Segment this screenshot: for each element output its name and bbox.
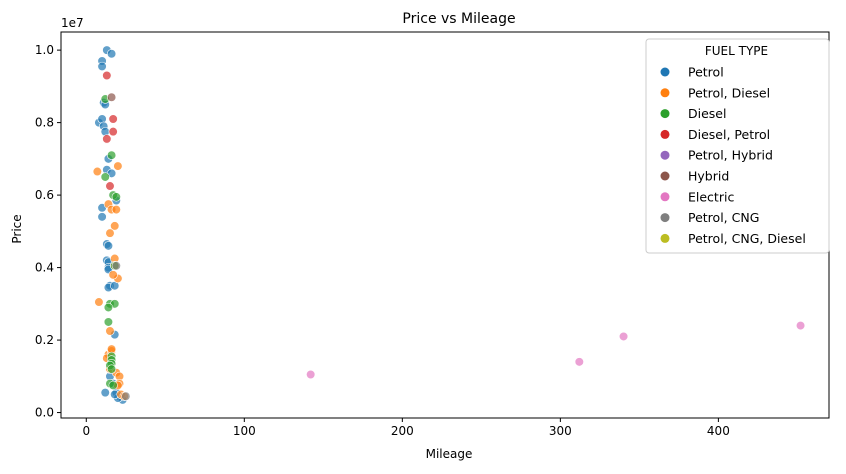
- data-point: [108, 127, 118, 137]
- legend-marker: [660, 67, 670, 77]
- data-point: [795, 320, 806, 331]
- data-point: [102, 70, 112, 81]
- points-group: [92, 45, 806, 405]
- data-point: [94, 297, 104, 307]
- data-point: [111, 192, 121, 202]
- data-point: [111, 261, 121, 271]
- y-axis-label: Price: [10, 214, 24, 243]
- legend-entry: Hybrid: [688, 169, 729, 184]
- data-point: [97, 61, 107, 72]
- x-tick-label: 400: [707, 424, 730, 438]
- data-point: [92, 166, 102, 177]
- data-point: [102, 134, 112, 144]
- data-point: [113, 161, 123, 171]
- data-point: [97, 212, 107, 222]
- legend-entry: Electric: [688, 189, 734, 204]
- legend: FUEL TYPE Petrol Petrol, Diesel Diesel Diese…: [645, 38, 830, 254]
- x-tick-label: 0: [82, 424, 90, 438]
- chart-title: Price vs Mileage: [402, 11, 515, 27]
- data-point: [105, 228, 115, 238]
- legend-marker: [660, 233, 670, 243]
- data-point: [106, 92, 117, 102]
- legend-marker: [660, 171, 670, 181]
- x-axis-label: Mileage: [426, 447, 473, 461]
- y-axis-offset-label: 1e7: [61, 16, 84, 30]
- legend-marker: [660, 213, 670, 223]
- data-point: [618, 331, 629, 342]
- y-tick-label: 0.0: [35, 406, 54, 420]
- y-tick-label: 1.0: [35, 43, 54, 57]
- legend-entry: Petrol, Hybrid: [688, 148, 773, 163]
- y-tick-label: 0.4: [35, 261, 54, 275]
- x-tick-label: 100: [233, 424, 256, 438]
- data-point: [108, 270, 118, 280]
- plot-area: 0 100 200 300 400 0.0 0.2 0.4 0.6 0.8 1.0: [35, 31, 830, 438]
- data-point: [106, 150, 117, 160]
- y-tick-label: 0.2: [35, 333, 54, 347]
- legend-entry: Diesel, Petrol: [688, 127, 770, 142]
- legend-entry: Diesel: [688, 106, 726, 121]
- data-point: [110, 221, 120, 231]
- legend-marker: [660, 88, 670, 98]
- data-point: [111, 205, 121, 215]
- legend-marker: [660, 192, 670, 202]
- data-point: [306, 369, 316, 380]
- y-tick-label: 0.6: [35, 188, 54, 202]
- legend-entry: Petrol, CNG, Diesel: [688, 231, 806, 246]
- legend-entry: Petrol: [688, 65, 724, 80]
- data-point: [100, 172, 110, 182]
- data-point: [108, 380, 118, 390]
- legend-marker: [660, 129, 670, 139]
- legend-entry: Petrol, CNG: [688, 210, 759, 225]
- x-tick-label: 200: [391, 424, 414, 438]
- y-tick-label: 0.8: [35, 116, 54, 130]
- data-point: [121, 391, 131, 401]
- legend-box: [645, 38, 830, 254]
- legend-title: FUEL TYPE: [705, 44, 768, 58]
- x-tick-label: 300: [549, 424, 572, 438]
- data-point: [105, 326, 115, 336]
- legend-marker: [660, 109, 670, 119]
- data-point: [103, 302, 114, 313]
- data-point: [106, 49, 117, 59]
- legend-entry: Petrol, Diesel: [688, 85, 770, 100]
- legend-marker: [660, 150, 670, 160]
- data-point: [103, 241, 114, 251]
- data-point: [106, 364, 117, 374]
- data-point: [100, 388, 110, 398]
- data-point: [103, 317, 114, 327]
- data-point: [108, 114, 118, 124]
- data-point: [574, 357, 584, 367]
- data-point: [105, 181, 115, 191]
